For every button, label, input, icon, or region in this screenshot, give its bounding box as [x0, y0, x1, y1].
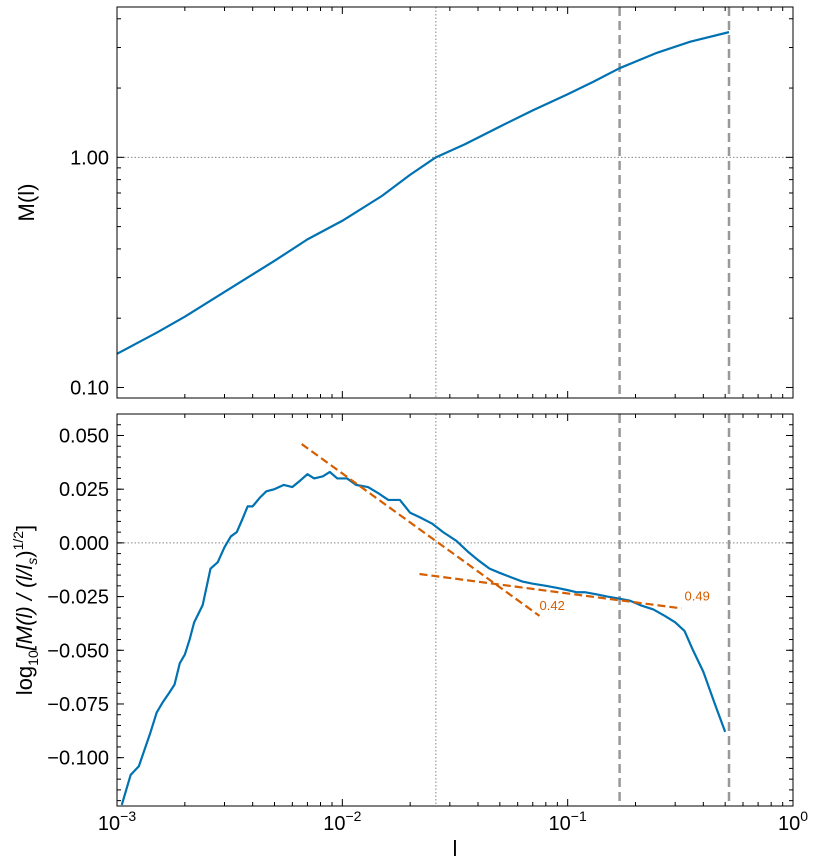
bottom-y-axis-label: log10[M(l) / (l/ls)1/2]	[10, 525, 41, 695]
bottom-series-line	[120, 470, 727, 806]
ylabel-close-paren: )	[12, 550, 37, 557]
ylabel-log-subscript: 10	[25, 650, 41, 666]
top-panel: 0.10 1.00 M(l)	[14, 6, 794, 399]
top-y-tick-label: 1.00	[70, 147, 109, 169]
x-tick-exponent: −2	[345, 808, 361, 824]
bottom-y-tick-label: −0.050	[47, 640, 109, 662]
ylabel-exponent: 1/2	[10, 531, 26, 551]
bottom-slope-annotation-2: 0.49	[685, 589, 710, 604]
top-y-tick-label: 0.10	[70, 377, 109, 399]
bottom-x-axis-label: l	[453, 836, 458, 861]
top-series-line	[116, 31, 730, 355]
x-tick-exponent: −3	[120, 808, 136, 824]
bottom-frame	[116, 413, 794, 807]
bottom-fit-line-2	[419, 572, 682, 610]
bottom-y-tick-label: 0.050	[59, 425, 109, 447]
bottom-x-tick-label: 100	[778, 808, 808, 835]
bottom-y-tick-label: −0.025	[47, 587, 109, 609]
bottom-panel: 0.050 0.025 0.000 −0.025 −0.050 −0.075 −0.100 0…	[10, 413, 808, 861]
bottom-y-tick-label: 0.000	[59, 533, 109, 555]
ylabel-s-subscript: s	[24, 558, 40, 565]
bottom-x-tick-label: 10−1	[549, 808, 587, 835]
x-tick-base: 10	[98, 813, 120, 835]
x-tick-exponent: −1	[571, 808, 587, 824]
bottom-x-tick-label: 10−2	[323, 808, 361, 835]
top-y-axis-label: M(l)	[14, 184, 39, 222]
x-tick-base: 10	[549, 813, 571, 835]
ylabel-close-bracket: ]	[12, 525, 37, 531]
bottom-y-tick-label: −0.100	[47, 748, 109, 770]
top-frame	[116, 6, 794, 399]
bottom-y-tick-label: 0.025	[59, 479, 109, 501]
bottom-y-tick-label: −0.075	[47, 694, 109, 716]
x-tick-base: 10	[323, 813, 345, 835]
bottom-data-group	[120, 443, 727, 806]
x-tick-exponent: 0	[800, 808, 808, 824]
ylabel-log: log	[12, 666, 37, 695]
bottom-x-tick-label: 10−3	[98, 808, 136, 835]
bottom-slope-annotation-1: 0.42	[540, 598, 565, 613]
ylabel-body: [M(l) / (l/l	[12, 564, 37, 652]
bottom-fit-line-1	[301, 443, 541, 617]
x-tick-base: 10	[778, 813, 800, 835]
